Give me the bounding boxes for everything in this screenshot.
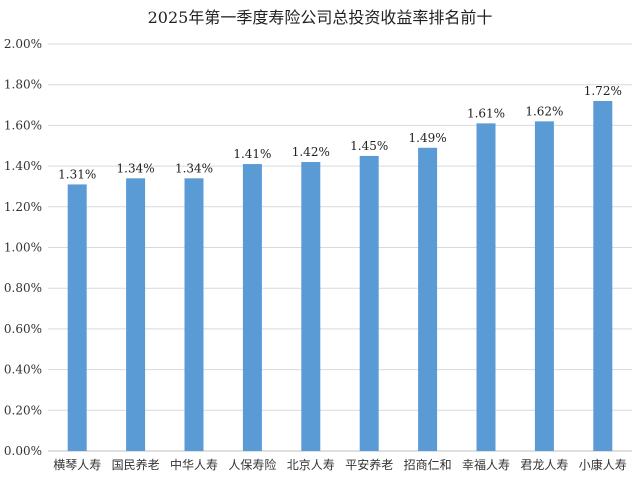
- x-tick-label: 北京人寿: [287, 458, 335, 472]
- bar: [67, 184, 87, 452]
- bar: [534, 121, 554, 451]
- data-label: 1.49%: [409, 131, 447, 145]
- data-label: 1.34%: [175, 161, 213, 175]
- bar: [418, 147, 438, 451]
- x-tick-label: 人保寿险: [228, 457, 276, 472]
- bars: [67, 100, 613, 452]
- bar: [126, 178, 146, 451]
- bar: [476, 123, 496, 452]
- data-label: 1.45%: [350, 139, 388, 153]
- y-tick-label: 0.00%: [4, 444, 42, 458]
- bar: [359, 155, 379, 452]
- x-tick-label: 国民养老: [112, 457, 160, 472]
- y-tick-label: 1.20%: [4, 200, 42, 214]
- y-tick-label: 1.00%: [4, 241, 42, 255]
- data-label: 1.41%: [233, 147, 271, 161]
- y-tick-label: 1.80%: [4, 78, 42, 92]
- data-label: 1.31%: [58, 167, 96, 181]
- y-axis: 0.00% 0.20% 0.40% 0.60% 0.80% 1.00% 1.20% 1.40%…: [4, 37, 42, 458]
- x-tick-label: 平安养老: [345, 457, 393, 472]
- y-tick-label: 0.80%: [4, 281, 42, 295]
- data-label: 1.72%: [584, 84, 622, 98]
- x-tick-label: 中华人寿: [170, 457, 218, 472]
- data-label: 1.34%: [117, 161, 155, 175]
- x-tick-label: 招商仁和: [404, 457, 452, 472]
- x-tick-label: 幸福人寿: [462, 457, 510, 472]
- data-label: 1.61%: [467, 106, 505, 120]
- y-tick-label: 2.00%: [4, 37, 42, 51]
- bar: [301, 162, 321, 451]
- y-tick-label: 1.60%: [4, 118, 42, 132]
- y-tick-label: 0.40%: [4, 363, 42, 377]
- bar: [242, 164, 262, 451]
- data-label: 1.62%: [525, 104, 563, 118]
- bar: [184, 178, 204, 451]
- x-tick-label: 君龙人寿: [520, 458, 568, 472]
- bar: [593, 100, 613, 451]
- x-tick-label: 小康人寿: [579, 457, 627, 472]
- x-tick-label: 横琴人寿: [53, 458, 101, 472]
- y-tick-label: 0.60%: [4, 322, 42, 336]
- chart-title: 2025年第一季度寿险公司总投资收益率排名前十: [147, 8, 493, 27]
- x-axis: 横琴人寿 国民养老 中华人寿 人保寿险 北京人寿 平安养老 招商仁和 幸福人寿 君龙人寿 小康人寿: [53, 457, 627, 472]
- gridlines: [48, 43, 632, 452]
- y-tick-label: 1.40%: [4, 159, 42, 173]
- data-labels: 1.31% 1.34% 1.34% 1.41% 1.42% 1.45% 1.49% 1.61%…: [58, 84, 622, 181]
- data-label: 1.42%: [292, 145, 330, 159]
- y-tick-label: 0.20%: [4, 403, 42, 417]
